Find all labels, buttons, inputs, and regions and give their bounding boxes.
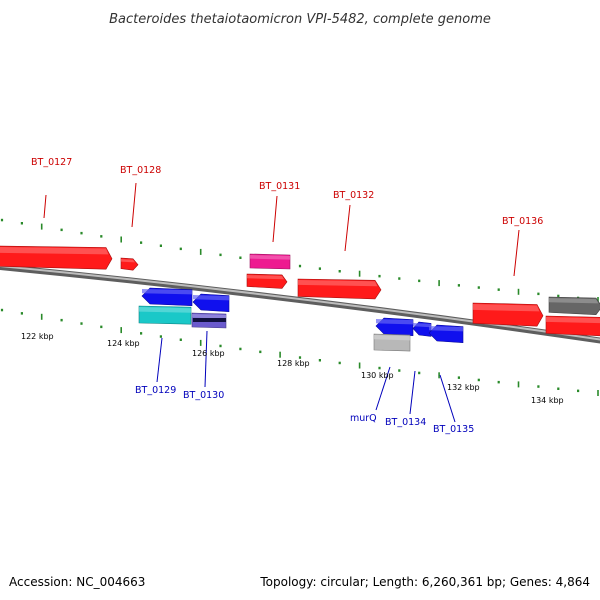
reverse-gene-feature[interactable] (192, 293, 230, 313)
gene-label-bt0134[interactable]: BT_0134 (385, 417, 426, 428)
leader-line (272, 195, 278, 243)
forward-gene-feature[interactable] (545, 315, 600, 337)
scale-label-134: 134 kbp (531, 396, 564, 405)
scale-labels: 122 kbp 124 kbp 126 kbp 128 kbp 130 kbp … (21, 332, 564, 405)
forward-gene-feature[interactable] (120, 257, 139, 271)
gene-label-bt0129[interactable]: BT_0129 (135, 385, 176, 396)
leader-line (375, 366, 391, 411)
leader-line (409, 370, 416, 415)
forward-gene-feature[interactable] (297, 278, 382, 300)
leader-line (344, 204, 351, 252)
accession-text: Accession: NC_004663 (9, 575, 145, 589)
feature-track (0, 245, 600, 352)
reverse-gene-feature[interactable] (138, 305, 192, 325)
gene-label-murq[interactable]: murQ (350, 413, 377, 424)
leader-line (43, 194, 47, 219)
leader-line (156, 337, 163, 383)
backbone (0, 263, 600, 344)
scale-label-132: 132 kbp (447, 383, 480, 392)
map-title: Bacteroides thetaiotaomicron VPI-5482, c… (109, 12, 491, 27)
gene-labels: BT_0127 BT_0128 BT_0131 BT_0132 BT_0136 … (31, 157, 543, 435)
forward-gene-feature[interactable] (249, 253, 291, 270)
forward-gene-feature[interactable] (472, 302, 544, 327)
scale-label-130: 130 kbp (361, 371, 394, 380)
reverse-gene-feature[interactable] (373, 333, 411, 352)
label-leaders (43, 182, 520, 423)
gene-label-bt0135[interactable]: BT_0135 (433, 424, 474, 435)
leader-line (513, 229, 520, 277)
reverse-gene-feature[interactable] (141, 287, 193, 307)
reverse-gene-feature[interactable] (428, 324, 464, 344)
forward-gene-feature[interactable] (548, 296, 600, 316)
gene-label-bt0131[interactable]: BT_0131 (259, 181, 300, 192)
gene-label-bt0128[interactable]: BT_0128 (120, 165, 161, 176)
forward-gene-feature[interactable] (0, 245, 113, 270)
scale-label-128: 128 kbp (277, 359, 310, 368)
gene-label-bt0136[interactable]: BT_0136 (502, 216, 543, 227)
gene-label-bt0130[interactable]: BT_0130 (183, 390, 224, 401)
feature-detail (193, 318, 226, 322)
scale-label-122: 122 kbp (21, 332, 54, 341)
leader-line (439, 374, 456, 423)
gene-label-bt0127[interactable]: BT_0127 (31, 157, 72, 168)
reverse-gene-feature[interactable] (375, 317, 414, 337)
scale-label-124: 124 kbp (107, 339, 140, 348)
gene-label-bt0132[interactable]: BT_0132 (333, 190, 374, 201)
leader-line (131, 182, 137, 228)
scale-label-126: 126 kbp (192, 349, 225, 358)
forward-gene-feature[interactable] (246, 273, 288, 289)
reverse-gene-feature[interactable] (412, 321, 432, 337)
leader-line (204, 330, 208, 388)
genome-summary-text: Topology: circular; Length: 6,260,361 bp… (259, 575, 590, 589)
